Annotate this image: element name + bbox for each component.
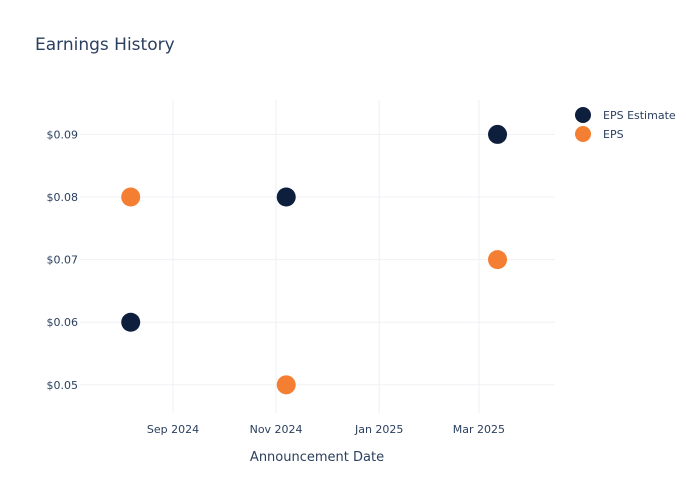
legend-eps-estimate-label[interactable]: EPS Estimate [603, 109, 676, 122]
x-tick-label: Sep 2024 [147, 423, 199, 436]
chart-title: Earnings History [35, 35, 175, 55]
eps-marker[interactable] [121, 187, 141, 207]
y-tick-label: $0.06 [47, 316, 79, 329]
y-tick-label: $0.05 [47, 379, 79, 392]
x-axis-title: Announcement Date [250, 450, 384, 465]
legend-eps-estimate-swatch[interactable] [575, 107, 591, 123]
legend-eps-swatch[interactable] [575, 126, 591, 142]
x-tick-label: Jan 2025 [354, 423, 403, 436]
x-tick-label: Nov 2024 [250, 423, 303, 436]
y-tick-label: $0.09 [47, 128, 79, 141]
eps-estimate-marker[interactable] [121, 312, 141, 332]
eps-estimate-marker[interactable] [488, 124, 508, 144]
eps-estimate-marker[interactable] [276, 187, 296, 207]
legend-eps-label[interactable]: EPS [603, 128, 624, 141]
eps-marker[interactable] [488, 250, 508, 270]
x-tick-label: Mar 2025 [453, 423, 505, 436]
legend: EPS Estimate EPS [575, 107, 676, 142]
y-tick-label: $0.08 [47, 191, 79, 204]
y-tick-label: $0.07 [47, 254, 79, 267]
eps-marker[interactable] [276, 375, 296, 395]
